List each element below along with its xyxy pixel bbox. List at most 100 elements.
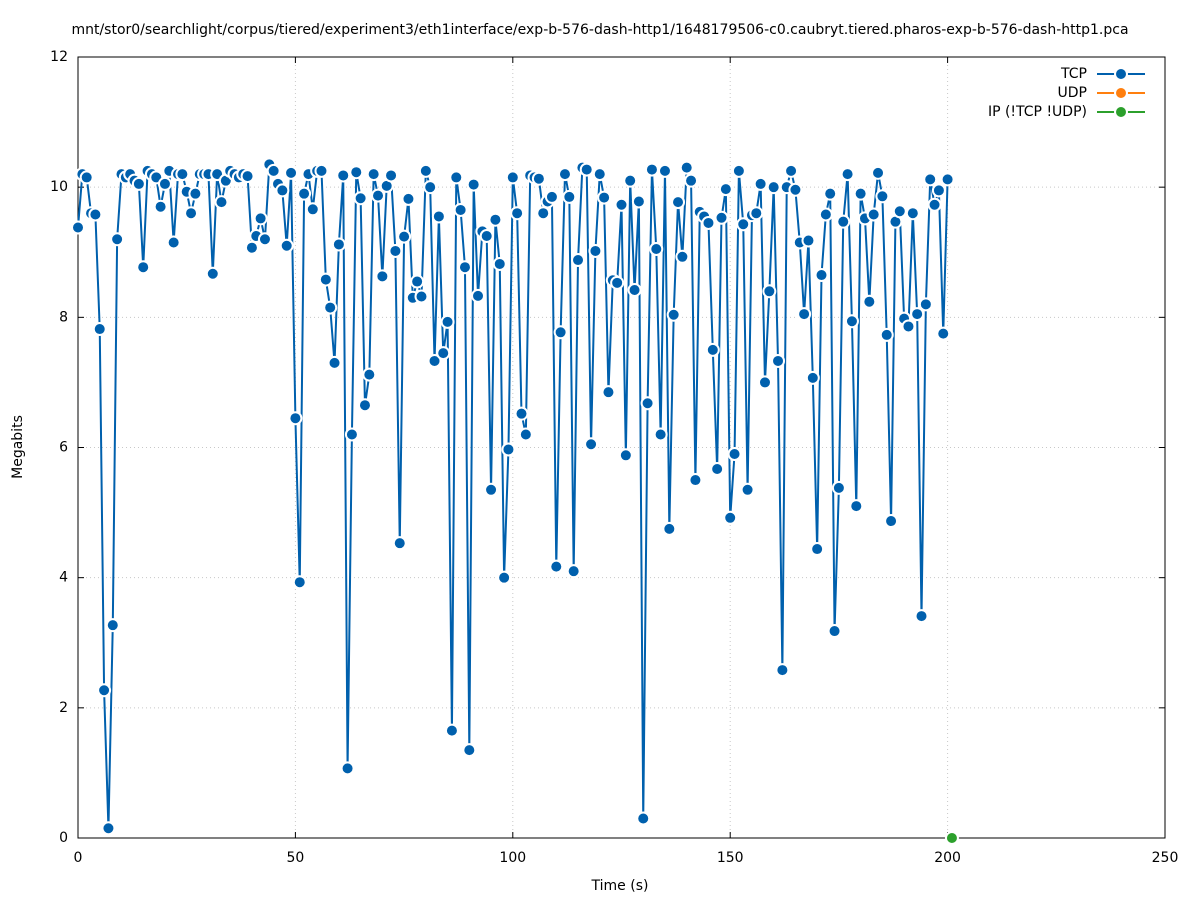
data-point	[284, 165, 299, 180]
x-axis-label: Time (s)	[591, 878, 649, 894]
data-point	[279, 238, 294, 253]
y-tick-label: 0	[59, 830, 68, 846]
data-point	[484, 482, 499, 497]
data-point	[71, 220, 85, 235]
data-point	[718, 182, 733, 197]
legend-label: UDP	[1058, 85, 1087, 101]
data-point	[701, 215, 716, 230]
legend-marker	[1114, 105, 1128, 119]
data-point	[871, 165, 886, 180]
data-point	[436, 346, 451, 361]
data-point	[831, 480, 846, 495]
x-tick-label: 150	[717, 850, 744, 866]
x-tick-label: 0	[74, 850, 83, 866]
data-point	[466, 177, 481, 192]
legend-label: TCP	[1060, 66, 1087, 82]
data-point	[805, 370, 820, 385]
data-point	[553, 325, 568, 340]
data-point	[566, 564, 581, 579]
data-point	[853, 186, 868, 201]
data-point	[188, 186, 203, 201]
data-point	[497, 570, 512, 585]
y-tick-label: 6	[59, 440, 68, 456]
data-point	[514, 406, 529, 421]
data-point	[840, 167, 855, 182]
data-point	[610, 275, 625, 290]
data-point	[384, 168, 399, 183]
y-tick-label: 4	[59, 570, 68, 586]
data-point	[157, 176, 172, 191]
data-point	[462, 743, 477, 758]
data-point	[557, 167, 572, 182]
data-point	[184, 206, 199, 221]
data-point	[79, 170, 94, 185]
data-point	[862, 294, 877, 309]
legend-marker	[1114, 67, 1128, 81]
y-tick-label: 8	[59, 309, 68, 325]
data-point	[923, 172, 938, 187]
data-point	[944, 831, 959, 845]
data-point	[710, 461, 725, 476]
data-point	[675, 249, 690, 264]
data-point	[153, 199, 168, 214]
data-point	[810, 542, 825, 557]
data-point	[927, 197, 942, 212]
data-point	[323, 300, 338, 315]
data-point	[636, 811, 651, 826]
data-point	[327, 355, 342, 370]
data-point	[592, 167, 607, 182]
data-point	[879, 327, 894, 342]
data-point	[131, 176, 146, 191]
data-point	[401, 191, 416, 206]
data-point	[353, 191, 368, 206]
data-point	[501, 442, 516, 457]
data-point	[457, 260, 472, 275]
data-point	[844, 314, 859, 329]
data-point	[631, 194, 646, 209]
data-point	[836, 214, 851, 229]
data-point	[549, 559, 564, 574]
data-point	[305, 202, 320, 217]
data-point	[357, 398, 372, 413]
data-point	[640, 396, 655, 411]
chart-title: mnt/stor0/searchlight/corpus/tiered/expe…	[71, 22, 1128, 38]
data-point	[205, 266, 220, 281]
data-point	[818, 207, 833, 222]
data-point	[544, 189, 559, 204]
data-point	[88, 207, 103, 222]
data-point	[414, 289, 429, 304]
data-point	[397, 229, 412, 244]
data-point	[288, 411, 303, 426]
data-point	[166, 235, 181, 250]
data-point	[266, 163, 281, 178]
data-point	[597, 190, 612, 205]
data-point	[875, 189, 890, 204]
data-point	[253, 211, 268, 226]
data-point	[375, 269, 390, 284]
data-point	[723, 510, 738, 525]
data-point	[684, 173, 699, 188]
data-point	[331, 237, 346, 252]
data-point	[827, 624, 842, 639]
data-point	[314, 163, 329, 178]
data-point	[410, 274, 425, 289]
data-point	[297, 186, 312, 201]
data-point	[427, 353, 442, 368]
data-point	[757, 375, 772, 390]
data-point	[579, 162, 594, 177]
data-point	[584, 437, 599, 452]
data-point	[492, 256, 507, 271]
data-point	[366, 167, 381, 182]
data-point	[510, 206, 525, 221]
data-point	[518, 427, 533, 442]
data-point	[714, 210, 729, 225]
data-point	[392, 536, 407, 551]
data-point	[884, 514, 899, 529]
data-point	[688, 473, 703, 488]
data-point	[571, 253, 586, 268]
data-point	[627, 282, 642, 297]
data-point	[588, 243, 603, 258]
data-point	[418, 163, 433, 178]
data-point	[562, 189, 577, 204]
data-point	[618, 448, 633, 463]
